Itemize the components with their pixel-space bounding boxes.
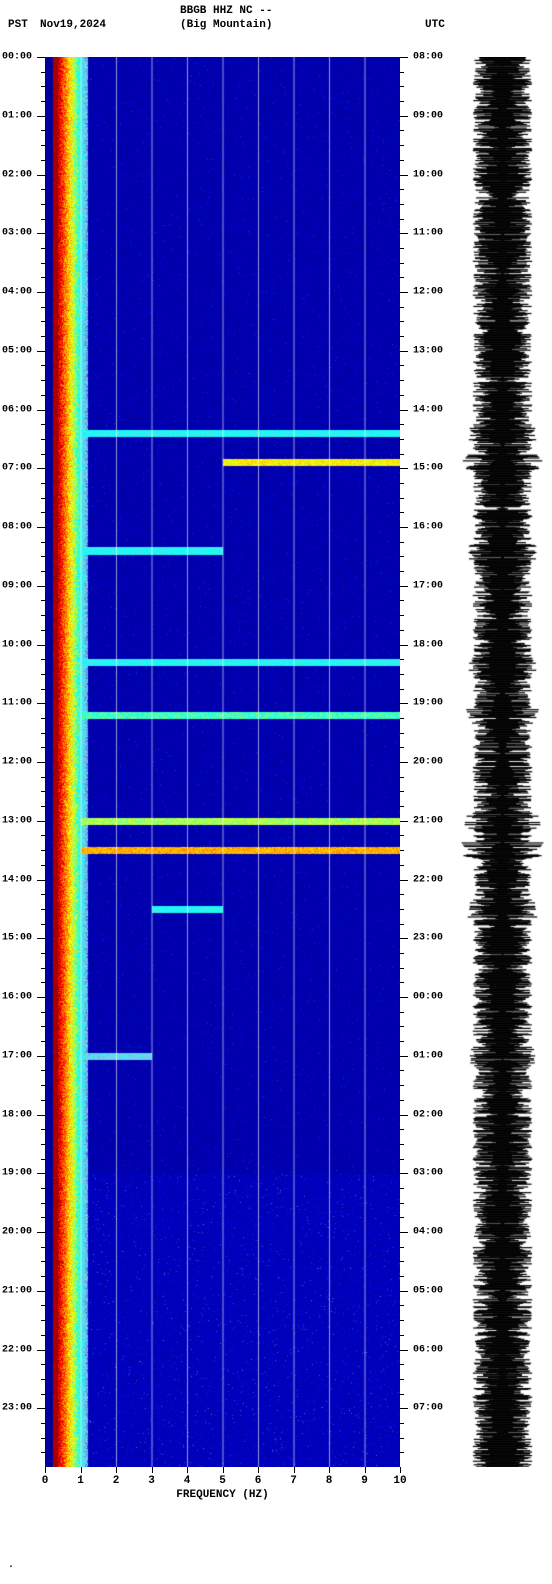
y-tick-right-23: 07:00 (413, 1403, 443, 1414)
y-tick-left-15: 15:00 (2, 933, 32, 944)
y-tick-left-14: 14:00 (2, 874, 32, 885)
y-tick-left-17: 17:00 (2, 1050, 32, 1061)
x-tick-3: 3 (148, 1475, 155, 1487)
x-tick-9: 9 (361, 1475, 368, 1487)
y-tick-right-10: 18:00 (413, 639, 443, 650)
y-tick-right-2: 10:00 (413, 169, 443, 180)
y-tick-left-9: 09:00 (2, 580, 32, 591)
y-tick-left-12: 12:00 (2, 757, 32, 768)
spectrogram-canvas (45, 57, 400, 1467)
date-label: Nov19,2024 (40, 19, 106, 31)
y-tick-right-4: 12:00 (413, 287, 443, 298)
station-code: BBGB HHZ NC -- (180, 5, 272, 17)
y-tick-right-13: 21:00 (413, 815, 443, 826)
y-tick-left-16: 16:00 (2, 992, 32, 1003)
x-tick-7: 7 (290, 1475, 297, 1487)
station-location: (Big Mountain) (180, 19, 272, 31)
y-tick-left-7: 07:00 (2, 463, 32, 474)
x-axis-label: FREQUENCY (HZ) (176, 1489, 268, 1501)
y-tick-left-5: 05:00 (2, 345, 32, 356)
corner-mark: . (8, 1560, 14, 1571)
y-tick-right-1: 09:00 (413, 110, 443, 121)
y-tick-right-5: 13:00 (413, 345, 443, 356)
x-tick-2: 2 (113, 1475, 120, 1487)
y-tick-right-16: 00:00 (413, 992, 443, 1003)
y-tick-left-8: 08:00 (2, 522, 32, 533)
y-tick-right-19: 03:00 (413, 1168, 443, 1179)
x-axis-frequency: FREQUENCY (HZ) 012345678910 (45, 1467, 400, 1507)
y-tick-right-12: 20:00 (413, 757, 443, 768)
spectrogram-plot (45, 57, 400, 1467)
y-tick-left-10: 10:00 (2, 639, 32, 650)
y-tick-right-20: 04:00 (413, 1227, 443, 1238)
y-tick-right-22: 06:00 (413, 1344, 443, 1355)
y-tick-left-13: 13:00 (2, 815, 32, 826)
y-tick-right-17: 01:00 (413, 1050, 443, 1061)
timezone-left-label: PST (8, 19, 28, 31)
y-tick-left-2: 02:00 (2, 169, 32, 180)
y-tick-right-15: 23:00 (413, 933, 443, 944)
x-tick-8: 8 (326, 1475, 333, 1487)
y-tick-left-0: 00:00 (2, 52, 32, 63)
y-tick-right-18: 02:00 (413, 1109, 443, 1120)
y-tick-right-7: 15:00 (413, 463, 443, 474)
x-tick-6: 6 (255, 1475, 262, 1487)
y-tick-left-4: 04:00 (2, 287, 32, 298)
waveform-plot (460, 57, 545, 1467)
y-tick-left-1: 01:00 (2, 110, 32, 121)
y-tick-left-19: 19:00 (2, 1168, 32, 1179)
y-axis-left-pst: 00:0001:0002:0003:0004:0005:0006:0007:00… (0, 57, 45, 1467)
y-tick-left-22: 22:00 (2, 1344, 32, 1355)
waveform-canvas (460, 57, 545, 1467)
timezone-right-label: UTC (425, 19, 445, 31)
y-tick-right-11: 19:00 (413, 698, 443, 709)
y-tick-left-6: 06:00 (2, 404, 32, 415)
y-tick-right-8: 16:00 (413, 522, 443, 533)
y-tick-right-9: 17:00 (413, 580, 443, 591)
x-tick-1: 1 (77, 1475, 84, 1487)
y-tick-left-21: 21:00 (2, 1285, 32, 1296)
x-tick-0: 0 (42, 1475, 49, 1487)
y-tick-right-21: 05:00 (413, 1285, 443, 1296)
y-tick-right-6: 14:00 (413, 404, 443, 415)
y-tick-left-23: 23:00 (2, 1403, 32, 1414)
y-tick-left-3: 03:00 (2, 228, 32, 239)
x-tick-5: 5 (219, 1475, 226, 1487)
y-tick-right-0: 08:00 (413, 52, 443, 63)
y-tick-right-3: 11:00 (413, 228, 443, 239)
y-tick-left-11: 11:00 (2, 698, 32, 709)
x-tick-4: 4 (184, 1475, 191, 1487)
y-tick-left-20: 20:00 (2, 1227, 32, 1238)
y-tick-right-14: 22:00 (413, 874, 443, 885)
y-axis-right-utc: 08:0009:0010:0011:0012:0013:0014:0015:00… (400, 57, 460, 1467)
y-tick-left-18: 18:00 (2, 1109, 32, 1120)
x-tick-10: 10 (393, 1475, 406, 1487)
